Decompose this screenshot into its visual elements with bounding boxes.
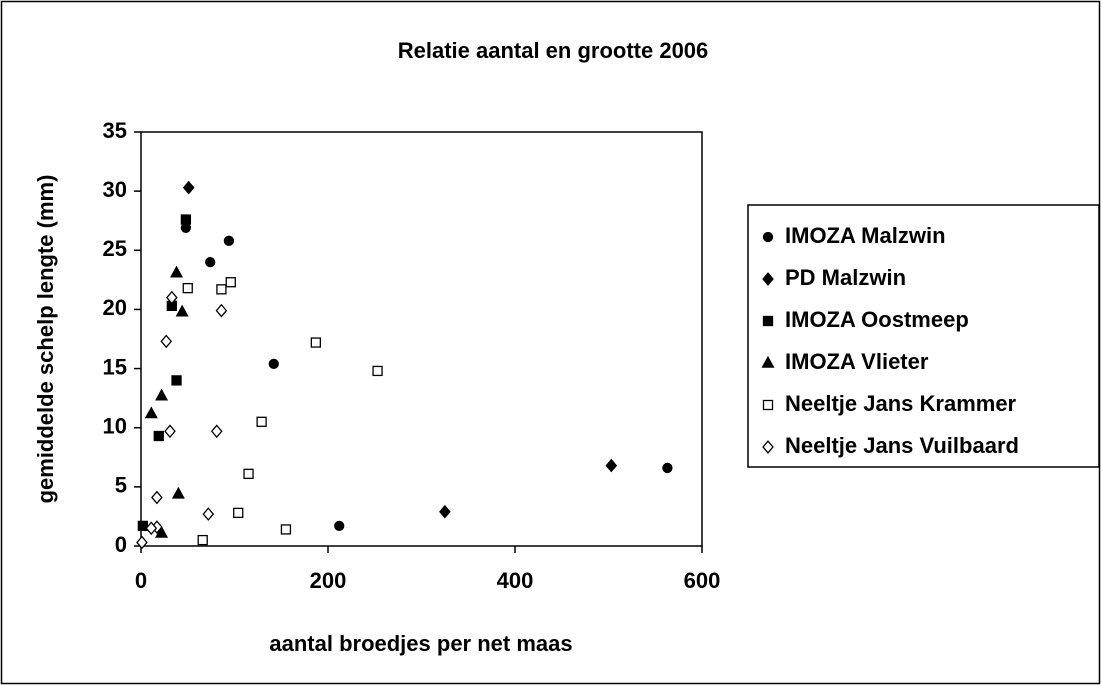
plot-area bbox=[140, 131, 703, 547]
point bbox=[151, 490, 163, 505]
point bbox=[216, 284, 227, 295]
legend-marker bbox=[762, 272, 774, 286]
point bbox=[145, 521, 158, 536]
point bbox=[171, 486, 185, 499]
point bbox=[153, 430, 164, 442]
point bbox=[280, 524, 292, 535]
point bbox=[202, 507, 215, 521]
y-tick-label: 10 bbox=[103, 414, 127, 439]
point bbox=[182, 180, 195, 195]
y-tick-label: 0 bbox=[115, 532, 127, 557]
legend-label: IMOZA Malzwin bbox=[785, 223, 946, 248]
point bbox=[439, 504, 451, 519]
chart-title: Relatie aantal en grootte 2006 bbox=[398, 38, 709, 63]
legend-label: IMOZA Vlieter bbox=[785, 349, 929, 374]
legend-marker bbox=[762, 399, 774, 411]
point bbox=[205, 256, 216, 268]
y-axis-label: gemiddelde schelp lengte (mm) bbox=[33, 175, 58, 504]
point bbox=[334, 520, 345, 532]
point bbox=[662, 462, 673, 474]
legend-label: Neeltje Jans Vuilbaard bbox=[785, 433, 1019, 458]
point bbox=[223, 235, 235, 246]
point bbox=[170, 265, 184, 278]
y-tick-label: 30 bbox=[103, 177, 127, 202]
legend-marker bbox=[762, 231, 774, 243]
x-axis-label: aantal broedjes per net maas bbox=[269, 631, 572, 656]
point bbox=[137, 520, 149, 532]
point bbox=[182, 282, 193, 294]
point bbox=[136, 535, 148, 550]
y-tick-label: 25 bbox=[103, 236, 127, 261]
legend-label: PD Malzwin bbox=[785, 265, 906, 290]
point bbox=[372, 365, 383, 377]
legend-marker bbox=[762, 315, 774, 327]
legend-label: IMOZA Oostmeep bbox=[785, 307, 969, 332]
x-tick-label: 600 bbox=[684, 568, 721, 593]
point bbox=[144, 406, 158, 419]
x-tick-label: 0 bbox=[135, 568, 147, 593]
y-tick-label: 20 bbox=[103, 295, 127, 320]
point bbox=[268, 358, 279, 369]
point bbox=[166, 290, 178, 305]
point bbox=[164, 424, 176, 439]
y-tick-label: 35 bbox=[103, 118, 127, 143]
x-tick-label: 400 bbox=[497, 568, 534, 593]
point bbox=[155, 388, 169, 401]
point bbox=[197, 534, 208, 546]
point bbox=[180, 214, 192, 225]
point bbox=[310, 337, 321, 348]
point bbox=[155, 525, 169, 538]
legend bbox=[747, 204, 1100, 468]
point bbox=[605, 458, 618, 473]
point bbox=[175, 304, 189, 317]
y-tick-label: 5 bbox=[115, 473, 127, 498]
point bbox=[160, 334, 173, 349]
point bbox=[171, 375, 182, 386]
y-tick-label: 15 bbox=[103, 354, 127, 379]
point bbox=[233, 507, 244, 519]
legend-label: Neeltje Jans Krammer bbox=[785, 391, 1017, 416]
legend-marker bbox=[762, 440, 774, 454]
point bbox=[210, 424, 223, 439]
point bbox=[225, 277, 236, 288]
point bbox=[256, 416, 267, 427]
point bbox=[243, 468, 254, 479]
point bbox=[215, 303, 228, 318]
x-tick-label: 200 bbox=[310, 568, 347, 593]
legend-marker bbox=[761, 355, 775, 368]
